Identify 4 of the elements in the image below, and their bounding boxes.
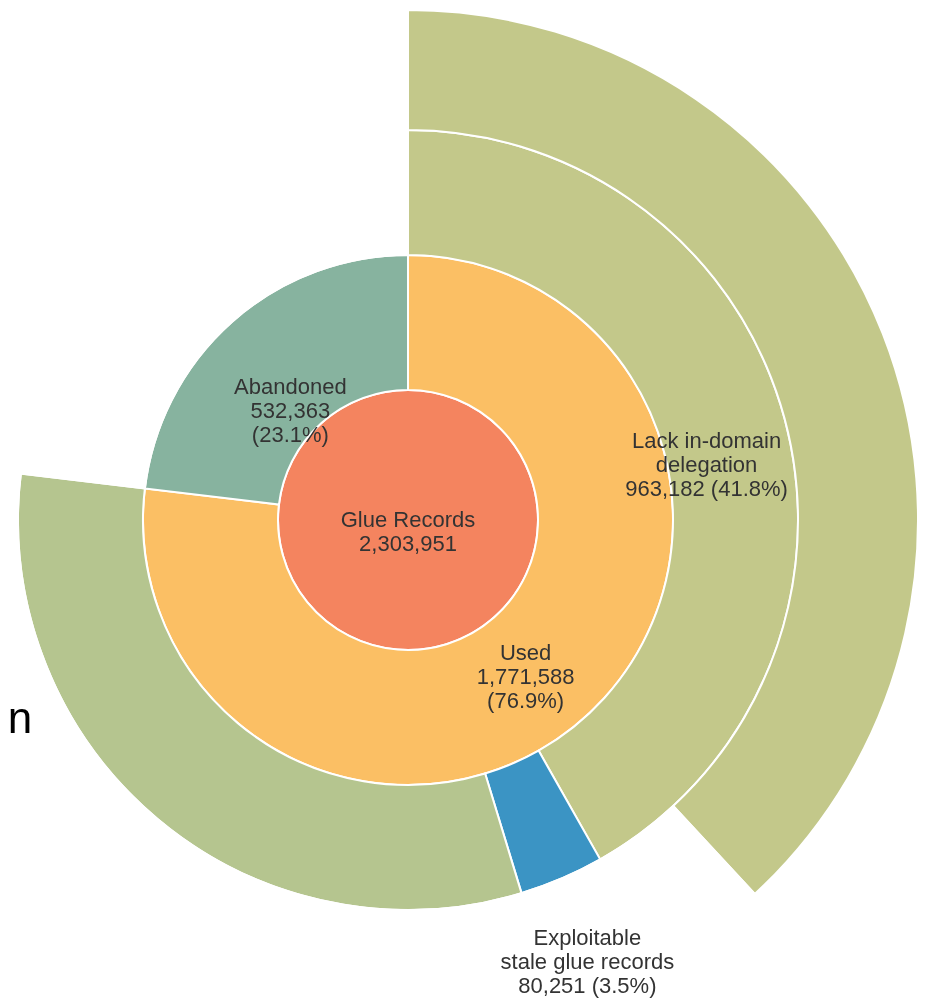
text: n (7, 693, 33, 742)
data-label: Glue Records 2,303,951 (340, 507, 476, 556)
data-label: Exploitable stale glue records 80,251 (3.5%) (500, 925, 675, 999)
data-label: Used 1,771,588 (76.9%) (476, 639, 575, 713)
